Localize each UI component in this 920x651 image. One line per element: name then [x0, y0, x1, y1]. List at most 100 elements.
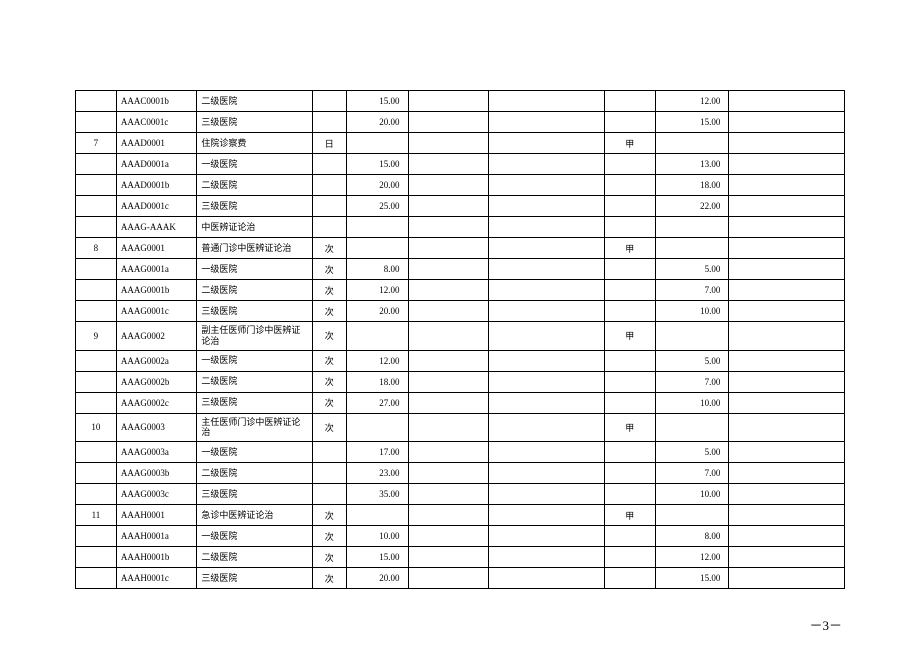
- cell-unit: [312, 91, 346, 112]
- cell-b1: [408, 238, 489, 259]
- cell-unit: 次: [312, 568, 346, 589]
- table-row: 11AAAH0001急诊中医辨证论治次甲: [76, 505, 845, 526]
- cell-b2: [489, 322, 605, 351]
- cell-idx: [76, 371, 117, 392]
- cell-idx: 11: [76, 505, 117, 526]
- cell-price: 8.00: [346, 259, 408, 280]
- cell-unit: 次: [312, 350, 346, 371]
- cell-b1: [408, 526, 489, 547]
- cell-code: AAAD0001: [116, 133, 197, 154]
- cell-unit: 次: [312, 505, 346, 526]
- cell-price2: [655, 133, 729, 154]
- cell-code: AAAG0002b: [116, 371, 197, 392]
- cell-b3: [729, 547, 845, 568]
- cell-b3: [729, 112, 845, 133]
- table-row: AAAD0001b二级医院20.0018.00: [76, 175, 845, 196]
- cell-name: 二级医院: [197, 175, 313, 196]
- cell-unit: 次: [312, 301, 346, 322]
- cell-price2: 10.00: [655, 301, 729, 322]
- cell-name: 三级医院: [197, 392, 313, 413]
- cell-price2: [655, 322, 729, 351]
- cell-cls: [604, 526, 655, 547]
- cell-price: 10.00: [346, 526, 408, 547]
- table-row: AAAH0001b二级医院次15.0012.00: [76, 547, 845, 568]
- cell-cls: 甲: [604, 505, 655, 526]
- cell-price2: 15.00: [655, 112, 729, 133]
- cell-idx: [76, 484, 117, 505]
- cell-b3: [729, 259, 845, 280]
- cell-price: 17.00: [346, 442, 408, 463]
- cell-cls: [604, 196, 655, 217]
- cell-idx: [76, 154, 117, 175]
- cell-unit: [312, 463, 346, 484]
- cell-unit: [312, 484, 346, 505]
- cell-name: 一级医院: [197, 154, 313, 175]
- table-row: AAAD0001c三级医院25.0022.00: [76, 196, 845, 217]
- cell-price2: 15.00: [655, 568, 729, 589]
- cell-price: 12.00: [346, 350, 408, 371]
- cell-b3: [729, 238, 845, 259]
- table-row: 8AAAG0001普通门诊中医辨证论治次甲: [76, 238, 845, 259]
- cell-unit: [312, 196, 346, 217]
- pricing-table: AAAC0001b二级医院15.0012.00AAAC0001c三级医院20.0…: [75, 90, 845, 589]
- table-row: AAAG0001c三级医院次20.0010.00: [76, 301, 845, 322]
- cell-code: AAAG-AAAK: [116, 217, 197, 238]
- cell-cls: [604, 484, 655, 505]
- cell-price2: 8.00: [655, 526, 729, 547]
- cell-price: 15.00: [346, 547, 408, 568]
- cell-name: 一级医院: [197, 259, 313, 280]
- cell-b1: [408, 259, 489, 280]
- cell-price: [346, 413, 408, 442]
- cell-unit: 次: [312, 526, 346, 547]
- table-row: AAAG0003c三级医院35.0010.00: [76, 484, 845, 505]
- cell-b1: [408, 133, 489, 154]
- cell-idx: 10: [76, 413, 117, 442]
- cell-price2: [655, 505, 729, 526]
- cell-idx: [76, 280, 117, 301]
- cell-cls: [604, 259, 655, 280]
- cell-cls: [604, 371, 655, 392]
- cell-price2: [655, 238, 729, 259]
- cell-b3: [729, 175, 845, 196]
- cell-b3: [729, 413, 845, 442]
- cell-b1: [408, 463, 489, 484]
- cell-b2: [489, 413, 605, 442]
- cell-b2: [489, 301, 605, 322]
- cell-cls: [604, 350, 655, 371]
- cell-cls: [604, 442, 655, 463]
- cell-price: 15.00: [346, 154, 408, 175]
- cell-b3: [729, 526, 845, 547]
- cell-b1: [408, 196, 489, 217]
- cell-b3: [729, 392, 845, 413]
- cell-name: 二级医院: [197, 463, 313, 484]
- cell-price2: 7.00: [655, 371, 729, 392]
- cell-price: [346, 217, 408, 238]
- cell-cls: 甲: [604, 413, 655, 442]
- cell-price: 27.00: [346, 392, 408, 413]
- cell-idx: [76, 392, 117, 413]
- cell-b2: [489, 133, 605, 154]
- cell-price: 35.00: [346, 484, 408, 505]
- cell-idx: 8: [76, 238, 117, 259]
- cell-price: 12.00: [346, 280, 408, 301]
- cell-idx: [76, 526, 117, 547]
- cell-price: 20.00: [346, 301, 408, 322]
- table-row: AAAG0002b二级医院次18.007.00: [76, 371, 845, 392]
- cell-code: AAAH0001a: [116, 526, 197, 547]
- cell-b3: [729, 484, 845, 505]
- cell-name: 三级医院: [197, 112, 313, 133]
- cell-idx: [76, 259, 117, 280]
- cell-price2: 12.00: [655, 91, 729, 112]
- cell-unit: [312, 217, 346, 238]
- cell-b1: [408, 322, 489, 351]
- cell-name: 主任医师门诊中医辨证论治: [197, 413, 313, 442]
- cell-price2: 12.00: [655, 547, 729, 568]
- cell-unit: 次: [312, 547, 346, 568]
- cell-b2: [489, 154, 605, 175]
- cell-name: 住院诊察费: [197, 133, 313, 154]
- cell-code: AAAG0003: [116, 413, 197, 442]
- cell-price2: 5.00: [655, 350, 729, 371]
- cell-price2: 22.00: [655, 196, 729, 217]
- cell-b2: [489, 112, 605, 133]
- cell-price: 20.00: [346, 112, 408, 133]
